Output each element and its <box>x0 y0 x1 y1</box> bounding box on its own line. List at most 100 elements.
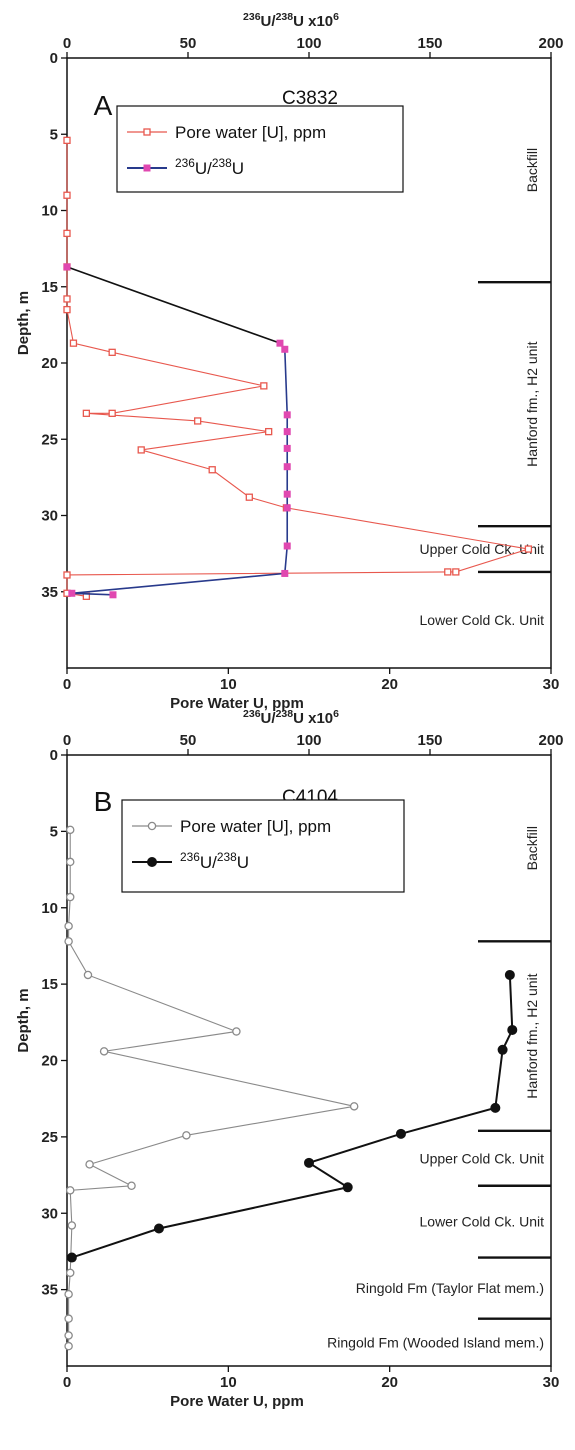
legend-label: 236U/238U <box>175 156 244 178</box>
legend-box <box>121 799 405 893</box>
data-point <box>283 444 291 452</box>
data-point <box>283 411 291 419</box>
bottom-tick-label: 10 <box>220 1374 237 1391</box>
y-tick-label: 25 <box>41 431 58 448</box>
bottom-tick-label: 0 <box>63 676 71 693</box>
y-axis-title: Depth, m <box>15 988 32 1052</box>
bottom-tick-label: 0 <box>63 1374 71 1391</box>
data-point <box>283 490 291 498</box>
data-point <box>497 1044 508 1055</box>
data-point <box>276 339 284 347</box>
data-point <box>182 1131 191 1140</box>
data-point <box>85 1160 94 1169</box>
legend-box <box>116 105 404 193</box>
y-tick-label: 0 <box>50 747 58 764</box>
data-point <box>64 937 73 946</box>
data-point <box>99 1047 109 1056</box>
data-point <box>232 1027 241 1036</box>
y-tick-label: 35 <box>41 1282 58 1299</box>
y-tick-label: 25 <box>41 1129 58 1146</box>
top-tick-label: 50 <box>180 732 197 749</box>
geologic-unit-label: Ringold Fm (Taylor Flat mem.) <box>356 1280 544 1296</box>
data-point <box>342 1182 353 1193</box>
y-tick-label: 30 <box>41 1205 58 1222</box>
y-tick-label: 10 <box>41 203 58 220</box>
bottom-tick-label: 20 <box>381 1374 398 1391</box>
top-tick-label: 150 <box>417 35 442 52</box>
legend-swatch-marker <box>143 128 151 136</box>
data-point <box>108 348 116 356</box>
data-point <box>63 229 71 238</box>
data-point <box>63 305 71 314</box>
data-point <box>63 136 71 145</box>
data-point <box>82 409 91 417</box>
legend: Pore water [U], ppm 236U/238U <box>116 105 404 193</box>
data-point <box>245 493 253 501</box>
geologic-unit-label: Backfill <box>524 148 540 192</box>
data-point <box>63 295 71 303</box>
data-point <box>283 428 291 436</box>
legend-swatch-marker <box>147 821 157 831</box>
data-point <box>452 568 460 576</box>
data-point <box>65 1186 75 1195</box>
legend-swatch-marker <box>143 164 151 172</box>
data-point <box>137 446 145 454</box>
data-point <box>65 825 75 835</box>
data-point <box>507 1024 518 1035</box>
y-tick-label: 15 <box>41 976 58 993</box>
series-line <box>71 342 289 596</box>
data-point <box>283 504 291 512</box>
top-axis-title: 236U/238U x106 <box>243 11 339 30</box>
top-tick-label: 50 <box>180 35 197 52</box>
geologic-unit-label: Lower Cold Ck. Unit <box>420 612 545 628</box>
data-point <box>127 1181 136 1191</box>
data-point <box>65 857 75 867</box>
data-point <box>64 1341 73 1351</box>
top-tick-label: 100 <box>296 732 321 749</box>
data-point <box>260 382 268 390</box>
y-tick-label: 10 <box>41 900 58 917</box>
series-line <box>68 829 355 1347</box>
geologic-unit-label: Lower Cold Ck. Unit <box>420 1214 545 1230</box>
chart-panel-a: 0 50 100 150 200 0 10 20 30 0 5 10 15 20 25 30 35 236U/23… <box>15 11 564 712</box>
legend: Pore water [U], ppm 236U/238U <box>121 799 405 893</box>
data-point <box>69 339 78 347</box>
data-point <box>490 1102 501 1113</box>
data-point <box>395 1128 406 1139</box>
data-point <box>64 1314 73 1323</box>
data-point <box>64 921 73 931</box>
top-tick-label: 200 <box>538 732 563 749</box>
top-tick-label: 200 <box>538 35 563 52</box>
series-line <box>66 266 281 344</box>
bottom-tick-label: 10 <box>220 676 237 693</box>
chart-panel-b: 0 50 100 150 200 0 10 20 30 0 5 10 15 20 25 30 35 236U/23… <box>15 708 564 1410</box>
data-point <box>283 463 291 471</box>
data-point <box>108 409 116 417</box>
y-tick-label: 15 <box>41 279 58 296</box>
data-point <box>153 1223 164 1234</box>
geologic-unit-label: Backfill <box>524 826 540 870</box>
geologic-unit-label: Hanford fm., H2 unit <box>524 973 540 1098</box>
data-point <box>281 569 289 577</box>
data-point <box>65 892 75 902</box>
series-pore <box>64 825 359 1351</box>
series-ratio <box>66 969 518 1263</box>
panel-title: C3832 <box>282 88 338 109</box>
data-point <box>63 263 71 271</box>
top-tick-label: 0 <box>63 732 71 749</box>
bottom-tick-label: 20 <box>381 676 398 693</box>
y-tick-label: 35 <box>41 584 58 601</box>
legend-swatch-marker <box>147 857 157 867</box>
data-point <box>66 1252 77 1263</box>
y-axis-title: Depth, m <box>15 291 32 355</box>
data-point <box>194 417 202 425</box>
series-pore <box>63 136 533 600</box>
data-point <box>68 589 76 597</box>
top-tick-label: 0 <box>63 35 71 52</box>
data-point <box>304 1157 314 1168</box>
series-line <box>66 140 529 597</box>
data-point <box>444 568 452 576</box>
data-point <box>281 345 289 353</box>
